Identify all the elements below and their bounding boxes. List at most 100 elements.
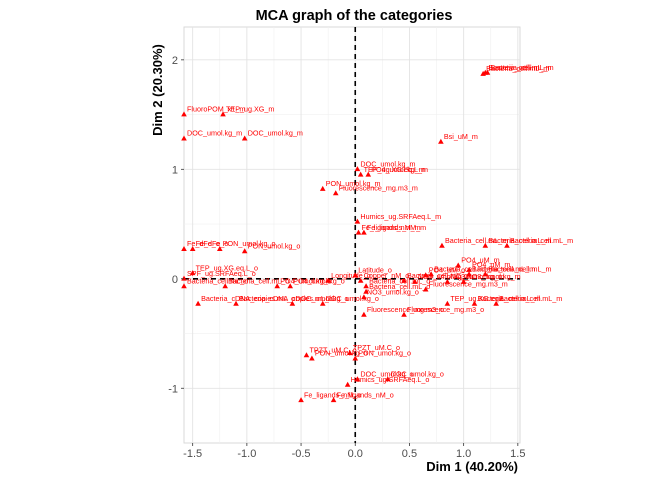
- category-point: [352, 272, 359, 278]
- category-point: [363, 288, 369, 294]
- category-label: PO4_umol.kg_o: [280, 276, 332, 285]
- category-label: Bacteria_cell.mL_m: [445, 236, 508, 245]
- category-point: [289, 300, 296, 306]
- category-point: [233, 300, 239, 306]
- category-point: [444, 278, 451, 284]
- category-label: Bacteria_cell.mL_m: [486, 64, 549, 73]
- category-label: Humics_ug.SRFAeq.L_m: [360, 212, 441, 221]
- category-label: Fluorescence_mg.m3_m: [429, 280, 508, 289]
- category-point: [181, 275, 187, 281]
- category-point: [303, 352, 310, 358]
- axis-ticks: -1.5 -1.0 -0.5 0.0 0.5 1.0 1.5 -1 0 1 2: [168, 55, 525, 460]
- category-point: [484, 69, 491, 75]
- category-point: [482, 242, 489, 248]
- category-label: Bacteria_cell.mL_m: [472, 264, 535, 273]
- category-label: PO4_uM_o: [429, 266, 465, 275]
- category-point: [298, 397, 304, 403]
- category-point: [466, 266, 472, 272]
- category-label: DOC_umol.kg_o: [391, 370, 444, 379]
- category-point: [332, 190, 339, 196]
- category-point: [460, 278, 467, 284]
- category-label: PON_umol.kg_o: [358, 349, 411, 358]
- category-label: Bacteria_cell.mL_m: [488, 63, 551, 72]
- category-point: [357, 277, 364, 283]
- category-point: [363, 283, 369, 289]
- y-tick-label: 2: [172, 55, 178, 67]
- category-label: Bsi_uM_m: [444, 132, 478, 141]
- category-label: DOC_umol.kg_m: [248, 129, 303, 138]
- x-tick-label: 0.0: [348, 448, 363, 460]
- category-label: Bacteria_cell.mL_m: [477, 294, 540, 303]
- category-label: PON_umol.kg_o: [248, 241, 301, 250]
- category-label: PON_umol.kg_o: [315, 349, 368, 358]
- category-point: [222, 283, 228, 289]
- category-point: [241, 135, 248, 141]
- category-label: Humics_ug.SRFAeq.L_o: [351, 375, 430, 384]
- category-label: TEP_ug.XG.eq.L_m: [364, 165, 428, 174]
- category-point: [181, 111, 187, 117]
- category-point: [493, 300, 499, 306]
- reference-lines: [184, 27, 520, 443]
- x-axis-title: Dim 1 (40.20%): [426, 459, 518, 474]
- category-point: [189, 270, 196, 276]
- y-tick-label: -1: [168, 383, 178, 395]
- category-label: DOC_umol.kg_o: [326, 294, 379, 303]
- x-tick-label: 0.5: [402, 448, 417, 460]
- category-label: NO3_umol.kg_m: [418, 272, 472, 281]
- category-label: Bacteria_cell.mL_m: [499, 294, 562, 303]
- category-point: [181, 283, 187, 289]
- category-point: [438, 138, 444, 144]
- category-point: [471, 300, 478, 306]
- category-point: [319, 300, 326, 306]
- category-label: NO3_umol.kg_o: [367, 287, 419, 296]
- category-label: TEP_ug.XG.eq.L_o: [196, 263, 258, 272]
- y-tick-label: 1: [172, 164, 178, 176]
- category-point: [444, 300, 451, 306]
- category-label: Bacteria_cell.mL_o: [369, 276, 430, 285]
- category-point: [357, 171, 364, 177]
- category-point: [189, 246, 196, 252]
- category-label: DOC_umol.kg_m: [187, 129, 242, 138]
- category-label: Bacteria_cell.mL_m: [488, 236, 551, 245]
- category-label: DOC_umol.kg_o: [295, 294, 348, 303]
- category-point: [439, 242, 445, 248]
- category-label: Fe_dFe_o: [196, 239, 229, 248]
- category-point: [344, 381, 351, 387]
- category-label: NO3_umol.kg_m: [450, 272, 504, 281]
- category-point: [325, 277, 331, 283]
- category-point: [330, 397, 337, 403]
- category-label: PON_umol.kg_o: [223, 239, 276, 248]
- category-point: [274, 283, 281, 289]
- category-point: [181, 246, 187, 252]
- category-point: [361, 311, 367, 317]
- category-label: Bacteria_cDNA_copies.mL_o: [239, 294, 333, 303]
- category-point: [241, 248, 248, 254]
- category-point: [401, 277, 407, 283]
- category-label: PO4_umol.kg_m: [371, 165, 425, 174]
- category-label: Fe_ligands_nM_m: [362, 223, 421, 232]
- category-point: [354, 218, 361, 224]
- x-tick-label: -1.0: [237, 448, 256, 460]
- category-label: Bacteria_cell.mL_m: [490, 63, 553, 72]
- y-axis-title: Dim 2 (20.30%): [150, 44, 165, 136]
- category-label: TPZT_uM.C_o: [309, 345, 356, 354]
- category-point: [422, 286, 429, 292]
- category-label: FluoroPOM_x1_m: [187, 105, 245, 114]
- category-label: PO4_uM_m: [461, 256, 499, 265]
- category-point: [361, 229, 367, 235]
- category-point: [309, 355, 315, 361]
- category-point: [482, 271, 489, 277]
- y-tick-label: 0: [172, 274, 178, 286]
- category-label: TEP_ug.XG.eq.L_m: [450, 294, 514, 303]
- category-point: [287, 283, 294, 289]
- x-tick-label: -0.5: [292, 448, 311, 460]
- category-point: [422, 272, 429, 278]
- category-label: Bacteria_cell.mL_m: [434, 264, 497, 273]
- category-point: [355, 229, 362, 235]
- category-point: [352, 355, 359, 361]
- category-point: [412, 278, 418, 284]
- category-point: [504, 242, 510, 248]
- category-point: [401, 311, 407, 317]
